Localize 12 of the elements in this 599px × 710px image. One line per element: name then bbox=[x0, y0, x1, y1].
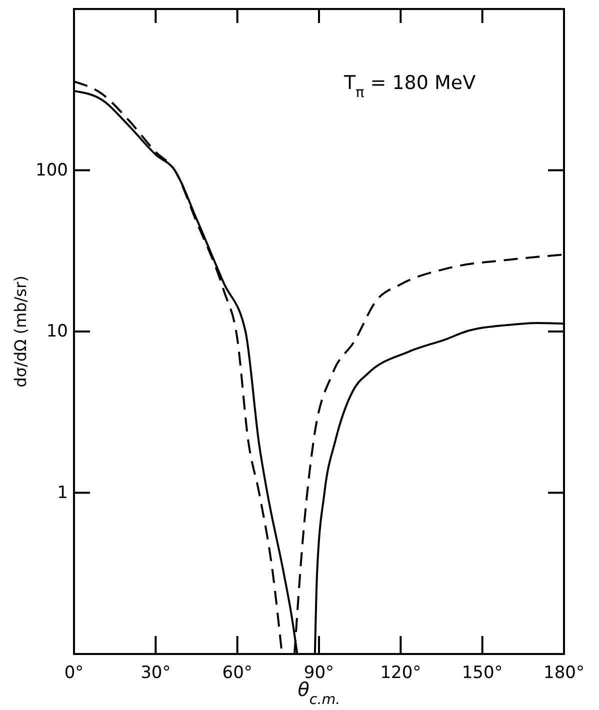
x-tick-label: 0° bbox=[64, 663, 84, 683]
x-tick-label: 180° bbox=[544, 663, 584, 683]
x-tick-label: 60° bbox=[222, 663, 252, 683]
annotation: T$_{π}$ = 180 MeV bbox=[343, 72, 476, 101]
y-tick-label: 1 bbox=[57, 482, 68, 503]
x-tick-label: 120° bbox=[380, 663, 422, 683]
x-axis-title: θ$_{c.m.}$ bbox=[298, 679, 340, 708]
y-tick-label: 100 bbox=[36, 160, 68, 180]
y-tick-label: 10 bbox=[46, 322, 68, 342]
y-axis-title: dσ/dΩ (mb/sr) bbox=[10, 276, 30, 388]
x-tick-label: 30° bbox=[140, 663, 171, 683]
x-tick-label: 150° bbox=[462, 663, 503, 683]
